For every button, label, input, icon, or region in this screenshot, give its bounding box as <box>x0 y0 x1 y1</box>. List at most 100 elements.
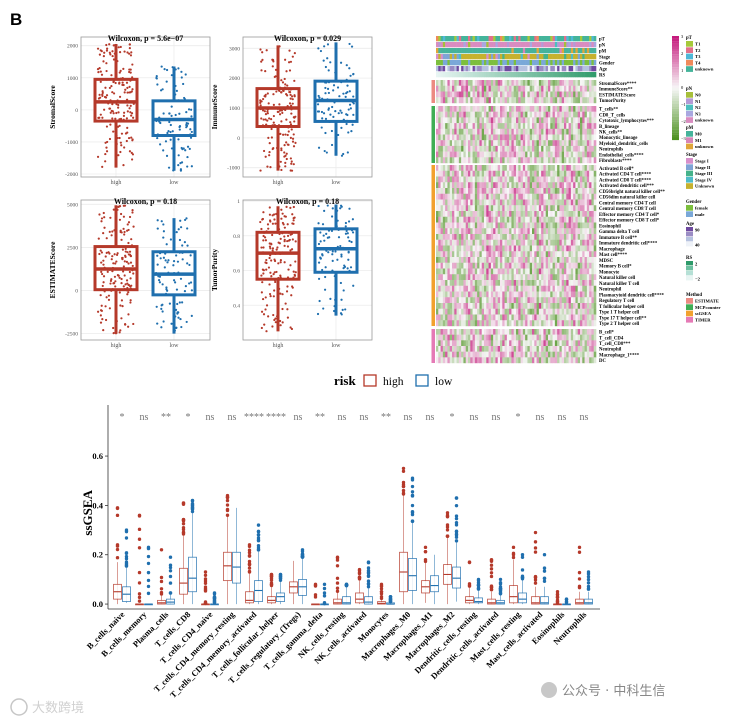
heatmap-cell <box>518 257 521 263</box>
heatmap-cell <box>513 291 517 298</box>
heatmap-cell <box>468 251 471 258</box>
heatmap-cell <box>470 145 473 152</box>
heatmap-cell <box>525 211 528 217</box>
heatmap-cell <box>575 85 579 92</box>
data-point-high <box>108 119 111 122</box>
heatmap-cell <box>589 340 592 347</box>
data-point-low <box>342 267 345 270</box>
heatmap-cell <box>479 274 483 281</box>
annotation-label: pN <box>599 44 606 49</box>
heatmap-cell <box>532 308 535 315</box>
heatmap-cell <box>493 251 496 258</box>
heatmap-cell <box>541 262 544 269</box>
heatmap-cell <box>445 320 448 327</box>
heatmap-cell <box>506 145 510 152</box>
heatmap-cell <box>568 314 572 321</box>
data-point-low <box>344 225 347 228</box>
heatmap-cell <box>559 205 563 212</box>
heatmap-cell <box>548 134 551 141</box>
heatmap-cell <box>564 170 567 177</box>
heatmap-cell <box>484 188 487 194</box>
heatmap-cell <box>461 80 464 86</box>
heatmap-cell <box>593 106 597 112</box>
heatmap-cell <box>438 211 441 217</box>
heatmap-cell <box>488 320 492 327</box>
data-point-low <box>189 281 193 284</box>
heatmap-cell <box>570 340 574 347</box>
heatmap-cell <box>440 188 444 194</box>
heatmap-row-label: T follicular helper cell <box>599 305 645 310</box>
heatmap-cell <box>568 228 572 235</box>
heatmap-cell <box>458 128 462 135</box>
heatmap-cell <box>557 251 560 258</box>
heatmap-cell <box>445 91 448 98</box>
data-point-high <box>259 169 262 172</box>
heatmap-cell <box>559 106 563 112</box>
data-point-low <box>173 329 176 332</box>
data-point-low <box>174 308 178 311</box>
heatmap-cell <box>504 170 508 177</box>
heatmap-cell <box>436 257 439 263</box>
heatmap-cell <box>495 211 499 217</box>
annotation-cell <box>552 54 556 60</box>
annotation-cell <box>570 60 574 66</box>
annotation-cell <box>484 66 487 72</box>
heatmap-cell <box>584 234 588 240</box>
heatmap-cell <box>591 334 595 341</box>
heatmap-cell <box>490 274 494 281</box>
heatmap-cell <box>554 297 558 304</box>
data-point-low <box>350 229 354 232</box>
heatmap-cell <box>442 357 446 364</box>
annotation-cell <box>438 66 441 72</box>
heatmap-cell <box>481 234 485 240</box>
heatmap-cell <box>561 151 565 158</box>
heatmap-cell <box>436 176 439 183</box>
annotation-cell <box>477 48 480 54</box>
heatmap-cell <box>548 145 551 152</box>
annotation-cell <box>538 72 542 78</box>
heatmap-cell <box>589 91 592 98</box>
data-point-high <box>123 91 126 94</box>
y-tick-label: -1000 <box>227 166 240 172</box>
annotation-cell <box>582 36 585 42</box>
data-point-low <box>339 281 342 285</box>
heatmap-cell <box>472 216 476 223</box>
heatmap-cell <box>458 182 462 189</box>
heatmap-cell <box>465 134 469 141</box>
heatmap-cell <box>554 262 558 269</box>
heatmap-cell <box>447 291 451 298</box>
annotation-cell <box>456 48 460 54</box>
heatmap-cell <box>461 245 464 252</box>
annotation-cell <box>500 36 503 42</box>
annotation-cell <box>554 66 558 72</box>
heatmap-cell <box>568 285 572 292</box>
heatmap-cell <box>536 329 540 335</box>
annotation-cell <box>463 54 467 60</box>
heatmap-cell <box>545 268 549 275</box>
heatmap-cell <box>548 157 551 164</box>
heatmap-cell <box>440 329 444 335</box>
heatmap-cell <box>550 182 553 189</box>
annotation-cell <box>447 36 451 42</box>
heatmap-cell <box>589 222 592 229</box>
annotation-cell <box>536 72 540 78</box>
heatmap-cell <box>550 268 553 275</box>
heatmap-cell <box>449 134 453 141</box>
data-point-high <box>261 51 264 54</box>
data-point-high <box>272 147 275 150</box>
data-point-high <box>290 294 293 297</box>
data-point-low <box>186 244 189 247</box>
heatmap-cell <box>582 140 585 147</box>
heatmap-cell <box>481 145 485 152</box>
heatmap-cell <box>479 145 483 152</box>
heatmap-cell <box>532 320 535 327</box>
heatmap-cell <box>550 308 553 315</box>
annotation-cell <box>488 42 492 48</box>
annotation-cell <box>554 42 558 48</box>
heatmap-cell <box>484 80 487 86</box>
heatmap-cell <box>502 182 505 189</box>
heatmap-cell <box>548 117 551 124</box>
heatmap-cell <box>586 245 590 252</box>
heatmap-cell <box>536 176 540 183</box>
data-point-high <box>272 121 275 124</box>
